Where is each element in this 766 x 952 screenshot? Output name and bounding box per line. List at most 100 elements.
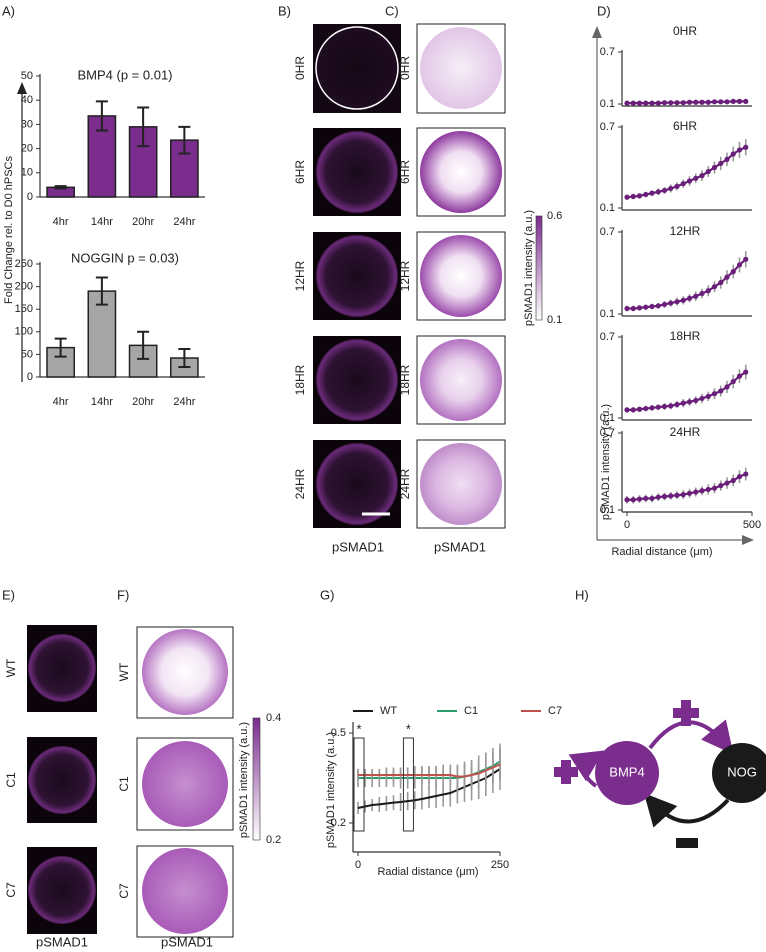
point — [674, 401, 680, 408]
point — [699, 99, 705, 105]
point — [705, 486, 711, 493]
point — [711, 99, 718, 105]
point — [686, 295, 693, 301]
y-tick-label: 0.2 — [331, 817, 346, 829]
point — [661, 187, 668, 194]
row-label: 6HR — [293, 160, 307, 184]
point — [705, 393, 711, 399]
point — [693, 489, 699, 495]
y-axis-label: Fold Change rel. to D0 hPSCs — [3, 156, 15, 304]
point — [680, 100, 686, 106]
y-tick-label: 0.1 — [600, 98, 615, 110]
point — [680, 297, 686, 303]
point — [699, 173, 705, 179]
point — [655, 189, 661, 195]
image-colony — [28, 856, 96, 924]
x-tick-label: 0 — [624, 519, 630, 531]
y-tick-label: 0.7 — [600, 46, 615, 58]
chart-title: BMP4 (p = 0.01) — [77, 67, 172, 82]
x-tick-label: 4hr — [53, 396, 69, 408]
chart-title: 18HR — [670, 329, 701, 343]
panel-label: F) — [117, 587, 129, 602]
arrowhead — [592, 26, 602, 38]
point — [655, 494, 661, 500]
y-tick-label: 0.7 — [600, 427, 615, 439]
caption: pSMAD1 — [332, 539, 384, 554]
point — [686, 399, 693, 405]
row-label: 6HR — [398, 160, 412, 184]
point — [736, 98, 743, 104]
point — [655, 100, 661, 106]
point — [699, 395, 705, 402]
colorbar-tick-label: 0.4 — [266, 712, 281, 724]
point — [643, 304, 649, 310]
point — [730, 378, 736, 385]
point — [724, 99, 730, 105]
point — [693, 175, 699, 181]
point — [693, 99, 699, 105]
point — [643, 405, 649, 412]
annotation: * — [356, 721, 361, 736]
y-tick-label: 10 — [21, 167, 33, 179]
series-line — [627, 258, 747, 310]
y-tick-label: 0.1 — [600, 412, 615, 424]
point — [736, 373, 743, 379]
chart-title: NOGGIN p = 0.03) — [71, 250, 179, 265]
point — [661, 493, 668, 500]
error-bar — [95, 100, 108, 132]
point — [730, 269, 736, 275]
point — [668, 493, 674, 499]
x-tick-label: 20hr — [132, 216, 154, 228]
series-line — [627, 473, 747, 501]
point — [680, 400, 686, 406]
point — [743, 369, 749, 375]
point — [643, 191, 649, 198]
image-colony — [316, 235, 398, 317]
node-label: NOG — [727, 764, 757, 779]
point — [643, 100, 649, 106]
point — [636, 496, 643, 502]
point — [686, 490, 693, 496]
highlight-box — [353, 737, 365, 832]
x-tick-label: 14hr — [91, 396, 113, 408]
node — [595, 741, 659, 805]
x-tick-label: 24hr — [173, 396, 195, 408]
point — [705, 99, 711, 105]
y-tick-label: 0.7 — [600, 121, 615, 133]
point — [649, 495, 655, 502]
point — [624, 305, 630, 312]
chart-title: 24HR — [670, 425, 701, 439]
point — [674, 492, 680, 498]
point — [730, 477, 736, 484]
row-label: C1 — [117, 776, 131, 792]
legend-label: WT — [380, 705, 397, 717]
image-colony — [142, 741, 228, 827]
row-label: 18HR — [398, 364, 412, 395]
node — [712, 743, 766, 803]
panel-label: D) — [597, 3, 611, 18]
chart-title: 0HR — [673, 24, 697, 38]
point — [630, 193, 636, 200]
x-tick-label: 250 — [491, 859, 509, 871]
panel-label: B) — [278, 3, 291, 18]
point — [624, 194, 630, 200]
panel-label: G) — [320, 587, 334, 602]
x-tick-label: 500 — [743, 519, 761, 531]
point — [668, 185, 674, 192]
point — [743, 98, 749, 104]
x-tick-label: 4hr — [53, 216, 69, 228]
point — [630, 407, 636, 413]
point — [636, 305, 643, 311]
plus-sign — [673, 708, 699, 718]
image-colony — [142, 848, 228, 934]
point — [661, 403, 668, 410]
y-tick-label: 0.7 — [600, 226, 615, 238]
image-outline — [315, 26, 399, 110]
series-line — [357, 768, 501, 809]
y-tick-label: 30 — [21, 118, 33, 130]
image-colony — [420, 339, 502, 421]
point — [736, 474, 743, 480]
point — [718, 99, 724, 105]
point — [649, 190, 655, 196]
